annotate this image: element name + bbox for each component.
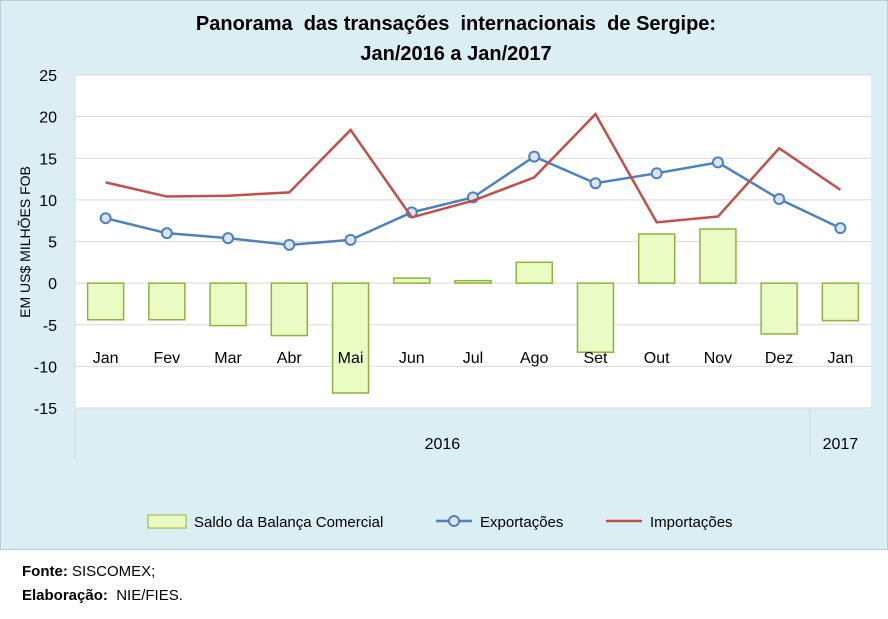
point-exportacoes [650, 167, 663, 180]
y-tick-label: -10 [34, 359, 57, 376]
bar-saldo [209, 282, 247, 327]
bar-saldo [454, 279, 492, 284]
source-label: Fonte: [22, 563, 68, 580]
bar-saldo [270, 282, 309, 337]
bar-saldo [821, 282, 860, 322]
y-tick-label: 0 [48, 276, 57, 293]
x-tick-label: Set [583, 350, 608, 367]
x-tick-label: Fev [154, 350, 181, 367]
x-tick-label: Mar [214, 350, 242, 367]
point-exportacoes [344, 233, 357, 246]
y-tick-label: 15 [39, 151, 57, 168]
bar-saldo [393, 277, 431, 284]
x-tick-label: Dez [765, 350, 793, 367]
bar-saldo [148, 282, 186, 321]
y-tick-label: 20 [39, 110, 57, 127]
point-exportacoes [222, 232, 235, 245]
bar-saldo [331, 282, 370, 394]
point-exportacoes [528, 150, 541, 163]
point-exportacoes [283, 238, 296, 251]
x-tick-label: Jun [399, 350, 425, 367]
x-tick-label: Mai [338, 350, 364, 367]
legend-label-importacoes: Importações [650, 514, 733, 531]
source-value: SISCOMEX; [67, 563, 156, 580]
point-exportacoes [99, 212, 112, 225]
year-label: 2017 [823, 436, 859, 453]
point-exportacoes [834, 222, 847, 235]
bar-saldo [515, 261, 553, 284]
line-importacoes [105, 112, 842, 224]
bar-saldo [86, 282, 125, 321]
y-axis-label: EM US$ MILHÕES FOB [17, 166, 33, 318]
point-exportacoes [589, 177, 602, 190]
point-exportacoes [711, 156, 724, 169]
y-tick-label: 5 [48, 235, 57, 252]
x-tick-label: Jan [93, 350, 119, 367]
x-tick-label: Jul [463, 350, 483, 367]
legend: Saldo da Balança Comercial Exportações I… [147, 514, 733, 531]
y-tick-label: -15 [34, 401, 57, 418]
x-tick-label: Abr [277, 350, 303, 367]
year-label: 2016 [425, 436, 461, 453]
legend-label-exportacoes: Exportações [480, 514, 563, 531]
chart-title-line2: Jan/2016 a Jan/2017 [360, 43, 551, 65]
x-tick-label: Out [644, 350, 670, 367]
y-tick-label: -5 [43, 318, 57, 335]
bar-saldo [637, 233, 676, 284]
bar-saldo [699, 228, 737, 284]
chart: Panorama das transações internacionais d… [0, 0, 888, 550]
legend-swatch-saldo [147, 514, 187, 529]
x-tick-label: Ago [520, 350, 549, 367]
y-tick-label: 25 [39, 68, 57, 85]
point-exportacoes [160, 227, 173, 240]
bar-saldo [576, 282, 615, 353]
author-value: NIE/FIES. [107, 587, 183, 604]
footer-source: Fonte: SISCOMEX; [22, 563, 155, 580]
author-label: Elaboração: [22, 587, 108, 604]
chart-title-line1: Panorama das transações internacionais d… [196, 13, 716, 35]
legend-label-saldo: Saldo da Balança Comercial [194, 514, 383, 531]
x-tick-label: Nov [704, 350, 732, 367]
y-tick-label: 10 [39, 193, 57, 210]
bar-saldo [760, 282, 798, 335]
legend-marker-exportacoes [448, 515, 460, 527]
x-tick-label: Jan [827, 350, 853, 367]
footer-author: Elaboração: NIE/FIES. [22, 587, 183, 604]
point-exportacoes [773, 193, 786, 206]
